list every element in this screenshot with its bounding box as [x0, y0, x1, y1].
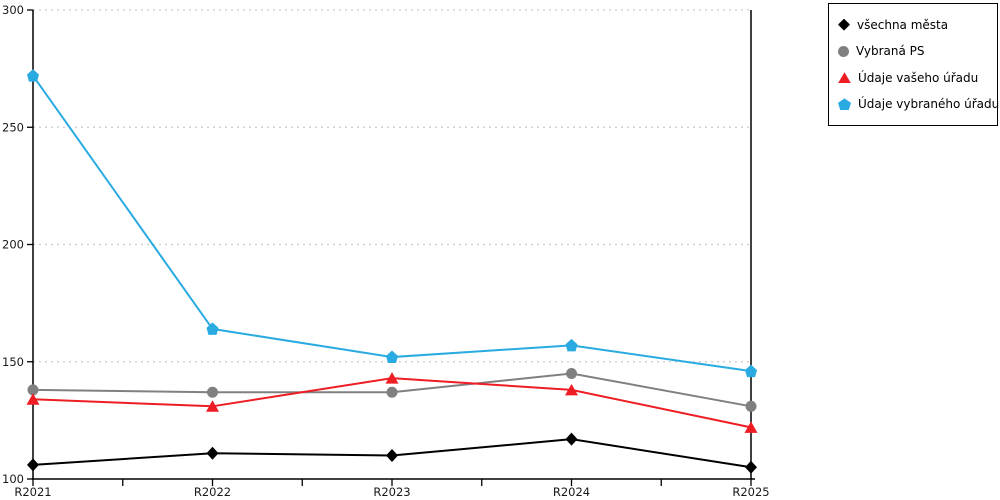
- data-point-pentagon: [565, 338, 578, 352]
- legend-marker-circle-icon: [838, 45, 849, 57]
- legend-marker-diamond-icon: [838, 18, 850, 31]
- x-tick-label: R2023: [373, 485, 410, 499]
- data-point-triangle: [744, 421, 758, 433]
- data-point-circle: [566, 367, 577, 379]
- data-point-pentagon: [386, 350, 398, 364]
- data-point-diamond: [386, 449, 398, 463]
- legend-label: Údaje vybraného úřadu: [858, 97, 1000, 112]
- data-point-pentagon: [27, 69, 39, 82]
- legend-label: Vybraná PS: [856, 44, 925, 59]
- data-point-diamond: [565, 432, 578, 446]
- data-point-circle: [745, 400, 757, 412]
- data-point-diamond: [27, 458, 39, 472]
- y-tick-label: 150: [2, 355, 24, 369]
- data-point-triangle: [26, 393, 40, 405]
- legend-item: všechna města: [838, 17, 997, 32]
- x-tick-label: R2022: [194, 485, 231, 499]
- legend-marker-triangle-icon: [838, 72, 851, 84]
- data-point-circle: [207, 386, 218, 398]
- data-point-circle: [386, 386, 398, 398]
- y-tick-label: 250: [2, 120, 24, 134]
- legend-item: Údaje vašeho úřadu: [838, 72, 997, 84]
- x-tick-label: R2024: [553, 485, 590, 499]
- legend-marker-pentagon-icon: [838, 98, 851, 111]
- data-point-diamond: [206, 446, 219, 460]
- series-line-pentagon: [32, 75, 752, 373]
- x-tick-label: R2025: [732, 485, 769, 499]
- legend-item: Vybraná PS: [838, 45, 997, 57]
- series-line-triangle: [32, 377, 752, 429]
- data-point-pentagon: [206, 322, 219, 335]
- data-point-pentagon: [745, 364, 757, 378]
- data-point-triangle: [385, 372, 399, 384]
- data-point-triangle: [565, 383, 578, 396]
- legend-label: všechna města: [857, 17, 949, 32]
- x-tick-label: R2021: [14, 485, 51, 499]
- legend-label: Údaje vašeho úřadu: [858, 70, 979, 85]
- data-point-circle: [27, 384, 39, 396]
- y-tick-label: 100: [2, 472, 24, 486]
- legend-item: Údaje vybraného úřadu: [838, 97, 1000, 112]
- data-point-diamond: [745, 460, 757, 474]
- data-point-triangle: [206, 400, 219, 412]
- legend: všechna města Vybraná PS Údaje vašeho úř…: [828, 3, 1000, 126]
- y-tick-label: 200: [2, 238, 24, 252]
- y-tick-label: 300: [2, 3, 24, 17]
